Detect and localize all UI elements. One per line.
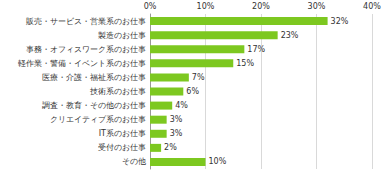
- svg-text:IT系のお仕事: IT系のお仕事: [99, 129, 146, 138]
- svg-text:2%: 2%: [164, 143, 177, 152]
- svg-text:15%: 15%: [236, 59, 254, 68]
- svg-text:23%: 23%: [281, 31, 299, 40]
- svg-text:40%: 40%: [363, 2, 381, 11]
- svg-text:30%: 30%: [308, 2, 326, 11]
- svg-text:調査・教育・その他のお仕事: 調査・教育・その他のお仕事: [42, 101, 146, 110]
- svg-text:3%: 3%: [170, 115, 183, 124]
- svg-text:軽作業・警備・イベント系のお仕事: 軽作業・警備・イベント系のお仕事: [18, 59, 146, 68]
- svg-text:事務・オフィスワーク系のお仕事: 事務・オフィスワーク系のお仕事: [26, 45, 146, 54]
- svg-text:10%: 10%: [197, 2, 215, 11]
- svg-text:販売・サービス・営業系のお仕事: 販売・サービス・営業系のお仕事: [26, 17, 146, 26]
- svg-text:6%: 6%: [186, 87, 199, 96]
- svg-text:受付のお仕事: 受付のお仕事: [98, 143, 146, 152]
- svg-text:クリエイティブ系のお仕事: クリエイティブ系のお仕事: [50, 115, 146, 124]
- svg-text:32%: 32%: [331, 17, 349, 26]
- svg-text:3%: 3%: [170, 129, 183, 138]
- svg-text:10%: 10%: [209, 157, 227, 166]
- svg-text:医療・介護・福祉系のお仕事: 医療・介護・福祉系のお仕事: [42, 73, 146, 82]
- svg-text:製造のお仕事: 製造のお仕事: [98, 31, 146, 40]
- svg-text:17%: 17%: [247, 45, 265, 54]
- svg-text:4%: 4%: [175, 101, 188, 110]
- svg-text:技術系のお仕事: 技術系のお仕事: [89, 87, 146, 96]
- svg-text:7%: 7%: [192, 73, 205, 82]
- svg-text:0%: 0%: [144, 2, 157, 11]
- svg-text:その他: その他: [122, 157, 146, 166]
- svg-text:20%: 20%: [252, 2, 270, 11]
